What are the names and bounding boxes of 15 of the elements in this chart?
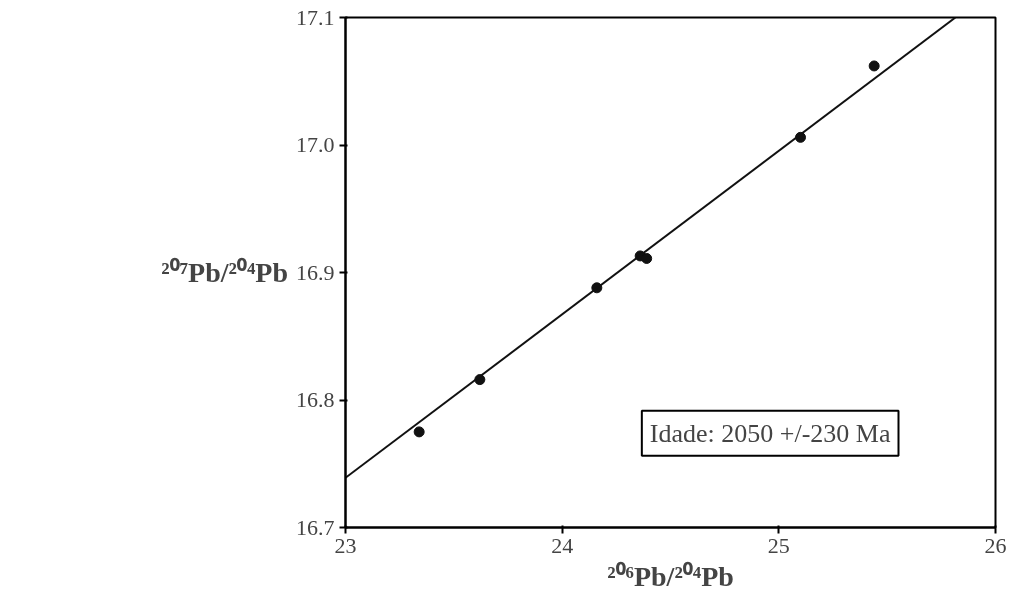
annotation: Idade: 2050 +/-230 Ma — [649, 418, 891, 448]
y-tick-label: 16.7 — [296, 514, 335, 540]
y-tick-label: 17.1 — [296, 4, 335, 30]
y-axis-title: ²⁰⁷Pb/²⁰⁴Pb — [161, 257, 289, 288]
point — [641, 252, 653, 264]
point — [413, 426, 425, 438]
y-tick-label: 16.9 — [296, 259, 335, 285]
x-tick-label: 26 — [984, 532, 1007, 558]
y-tick-label: 17.0 — [296, 132, 335, 157]
x-tick-label: 25 — [767, 532, 790, 558]
x-axis-title: ²⁰⁶Pb/²⁰⁴Pb — [607, 560, 734, 592]
x-tick-label: 23 — [334, 532, 357, 558]
point — [868, 60, 880, 72]
x-tick-label: 24 — [551, 532, 574, 558]
y-tick-label: 16.8 — [296, 387, 335, 412]
